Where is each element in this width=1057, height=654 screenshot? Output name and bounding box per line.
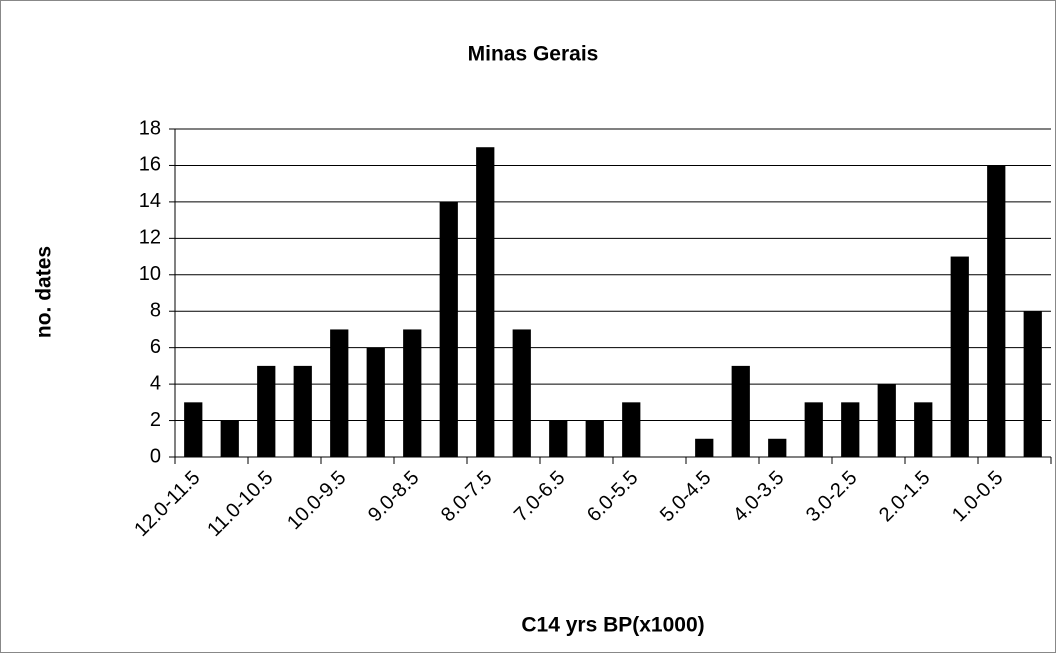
bar — [877, 384, 896, 457]
bar — [695, 438, 714, 457]
y-tick-label: 16 — [139, 154, 161, 176]
y-tick-label: 8 — [150, 300, 161, 322]
bar — [439, 201, 458, 457]
bar — [731, 365, 750, 457]
bar — [804, 402, 823, 457]
bar — [184, 402, 203, 457]
y-tick-label: 14 — [139, 190, 161, 212]
bar — [293, 365, 312, 457]
bar — [549, 420, 568, 457]
chart-title: Minas Gerais — [468, 43, 599, 66]
bar — [220, 420, 239, 457]
y-tick-label: 6 — [150, 336, 161, 358]
bar — [1023, 311, 1042, 457]
bar — [585, 420, 604, 457]
bar — [330, 329, 349, 457]
bar — [476, 147, 495, 457]
y-tick-label: 10 — [139, 263, 161, 285]
bar — [622, 402, 641, 457]
y-axis-label: no. dates — [33, 246, 56, 338]
y-tick-label: 4 — [150, 372, 161, 394]
bar — [512, 329, 531, 457]
bar — [366, 347, 385, 457]
y-tick-label: 18 — [139, 117, 161, 139]
y-tick-label: 12 — [139, 227, 161, 249]
bar — [841, 402, 860, 457]
bar — [257, 365, 276, 457]
y-tick-label: 2 — [150, 409, 161, 431]
y-tick-label: 0 — [150, 445, 161, 467]
x-axis-label: C14 yrs BP(x1000) — [521, 614, 704, 637]
bar — [987, 165, 1006, 457]
bar — [403, 329, 422, 457]
bar — [950, 256, 969, 457]
bar — [914, 402, 933, 457]
bar — [768, 438, 787, 457]
